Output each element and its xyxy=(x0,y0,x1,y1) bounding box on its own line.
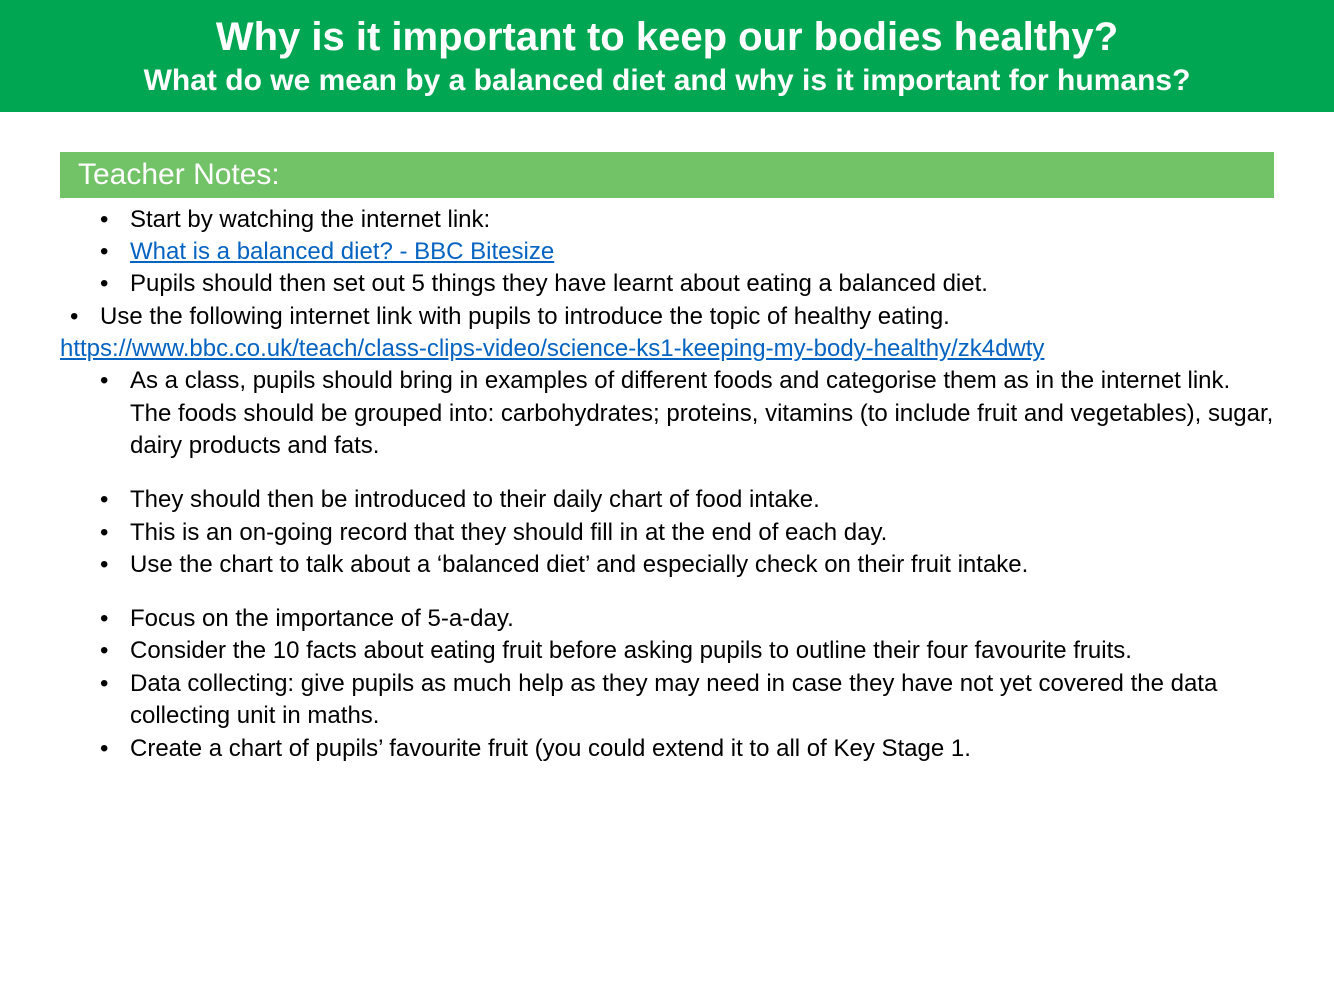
bullet-text: Use the chart to talk about a ‘balanced … xyxy=(130,549,1274,581)
list-item: • As a class, pupils should bring in exa… xyxy=(60,365,1274,462)
bullet-text: What is a balanced diet? - BBC Bitesize xyxy=(130,236,1274,268)
list-item: • Consider the 10 facts about eating fru… xyxy=(60,635,1274,667)
balanced-diet-link[interactable]: What is a balanced diet? - BBC Bitesize xyxy=(130,238,554,265)
spacer xyxy=(60,463,1274,485)
header-subtitle: What do we mean by a balanced diet and w… xyxy=(20,62,1314,100)
list-item: • Use the chart to talk about a ‘balance… xyxy=(60,549,1274,581)
list-item: • They should then be introduced to thei… xyxy=(60,484,1274,516)
bullet-text: Focus on the importance of 5-a-day. xyxy=(130,603,1274,635)
list-item: • Data collecting: give pupils as much h… xyxy=(60,668,1274,733)
bullet-icon: • xyxy=(60,365,130,397)
bullet-text: Start by watching the internet link: xyxy=(130,204,1274,236)
list-item-link: https://www.bbc.co.uk/teach/class-clips-… xyxy=(60,333,1274,365)
section-label: Teacher Notes: xyxy=(78,158,280,191)
section-bar: Teacher Notes: xyxy=(60,152,1274,198)
header-title: Why is it important to keep our bodies h… xyxy=(20,14,1314,60)
bullet-icon: • xyxy=(60,236,130,268)
page-header: Why is it important to keep our bodies h… xyxy=(0,0,1334,112)
list-item: • Pupils should then set out 5 things th… xyxy=(60,268,1274,300)
bullet-icon: • xyxy=(60,668,130,700)
bullet-icon: • xyxy=(60,603,130,635)
bullet-text: Pupils should then set out 5 things they… xyxy=(130,268,1274,300)
bullet-icon: • xyxy=(60,268,130,300)
bbc-teach-link[interactable]: https://www.bbc.co.uk/teach/class-clips-… xyxy=(60,335,1044,362)
bullet-icon: • xyxy=(60,484,130,516)
bullet-text: This is an on-going record that they sho… xyxy=(130,517,1274,549)
content: Teacher Notes: • Start by watching the i… xyxy=(0,112,1334,795)
bullet-icon: • xyxy=(60,517,130,549)
bullet-text: Data collecting: give pupils as much hel… xyxy=(130,668,1274,733)
list-item: • This is an on-going record that they s… xyxy=(60,517,1274,549)
bullet-icon: • xyxy=(60,204,130,236)
bullet-icon: • xyxy=(60,549,130,581)
list-item: • Focus on the importance of 5-a-day. xyxy=(60,603,1274,635)
spacer xyxy=(60,581,1274,603)
list-item: • Use the following internet link with p… xyxy=(60,301,1274,333)
bullet-icon: • xyxy=(60,733,130,765)
bullet-text: Create a chart of pupils’ favourite frui… xyxy=(130,733,1274,765)
bullet-text: Use the following internet link with pup… xyxy=(100,301,1274,333)
bullet-text: Consider the 10 facts about eating fruit… xyxy=(130,635,1274,667)
bullet-icon: • xyxy=(60,635,130,667)
bullet-icon: • xyxy=(60,301,100,333)
teacher-notes: • Start by watching the internet link: •… xyxy=(60,198,1274,765)
bullet-text: They should then be introduced to their … xyxy=(130,484,1274,516)
list-item: • Start by watching the internet link: xyxy=(60,204,1274,236)
bullet-text: As a class, pupils should bring in examp… xyxy=(130,365,1274,462)
list-item: • Create a chart of pupils’ favourite fr… xyxy=(60,733,1274,765)
list-item: • What is a balanced diet? - BBC Bitesiz… xyxy=(60,236,1274,268)
